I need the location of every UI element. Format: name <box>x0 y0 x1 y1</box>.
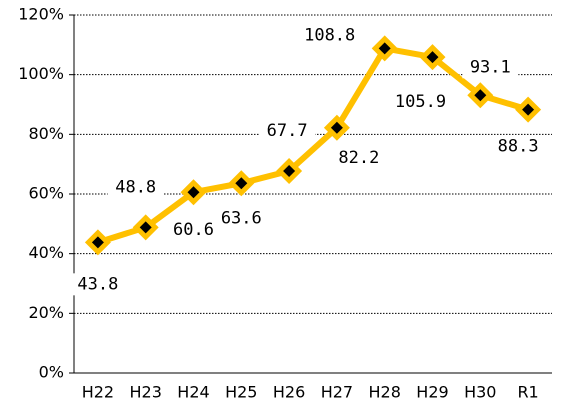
x-tick-label: R1 <box>517 383 538 402</box>
x-tick-label: H26 <box>273 383 305 402</box>
data-label: 105.9 <box>395 92 446 112</box>
y-tick-label: 80% <box>28 124 64 143</box>
marker-inner <box>91 236 104 249</box>
data-label-bg <box>69 273 126 296</box>
data-label-bg <box>213 207 270 230</box>
x-tick-label: H30 <box>464 383 496 402</box>
y-tick-label: 60% <box>28 184 64 203</box>
marker-inner <box>474 89 487 102</box>
data-label-bg <box>330 146 387 169</box>
marker-inner <box>522 103 535 116</box>
data-label: 67.7 <box>267 121 308 141</box>
marker-inner <box>235 177 248 190</box>
y-tick-label: 100% <box>18 64 64 83</box>
data-label-bg <box>165 219 222 242</box>
data-label-bg <box>301 24 358 47</box>
marker-inner <box>283 165 296 178</box>
data-label: 63.6 <box>221 208 262 228</box>
data-label-bg <box>462 56 519 79</box>
data-label: 93.1 <box>470 57 511 77</box>
marker-inner <box>139 221 152 234</box>
marker-inner <box>378 42 391 55</box>
data-label: 82.2 <box>338 148 379 168</box>
data-label: 43.8 <box>77 274 118 294</box>
data-label-bg <box>259 120 316 143</box>
line <box>97 45 529 246</box>
marker-inner <box>426 51 439 64</box>
marker-inner <box>187 186 200 199</box>
y-tick-label: 0% <box>39 363 64 382</box>
data-label: 48.8 <box>115 177 156 197</box>
data-label-bg <box>490 135 547 158</box>
data-label-bg <box>392 91 449 114</box>
x-tick-label: H27 <box>321 383 353 402</box>
x-tick-label: H25 <box>225 383 257 402</box>
x-tick-label: H24 <box>177 383 209 402</box>
y-tick-label: 40% <box>28 243 64 262</box>
y-tick-label: 120% <box>18 5 64 24</box>
x-tick-label: H29 <box>416 383 448 402</box>
data-label-bg <box>107 176 164 199</box>
data-label: 88.3 <box>498 137 539 157</box>
marker-inner <box>330 121 343 134</box>
x-tick-label: H28 <box>369 383 401 402</box>
data-label: 108.8 <box>304 25 355 45</box>
data-label: 60.6 <box>173 220 214 240</box>
x-tick-label: H23 <box>130 383 162 402</box>
y-tick-label: 20% <box>28 303 64 322</box>
x-tick-label: H22 <box>82 383 114 402</box>
